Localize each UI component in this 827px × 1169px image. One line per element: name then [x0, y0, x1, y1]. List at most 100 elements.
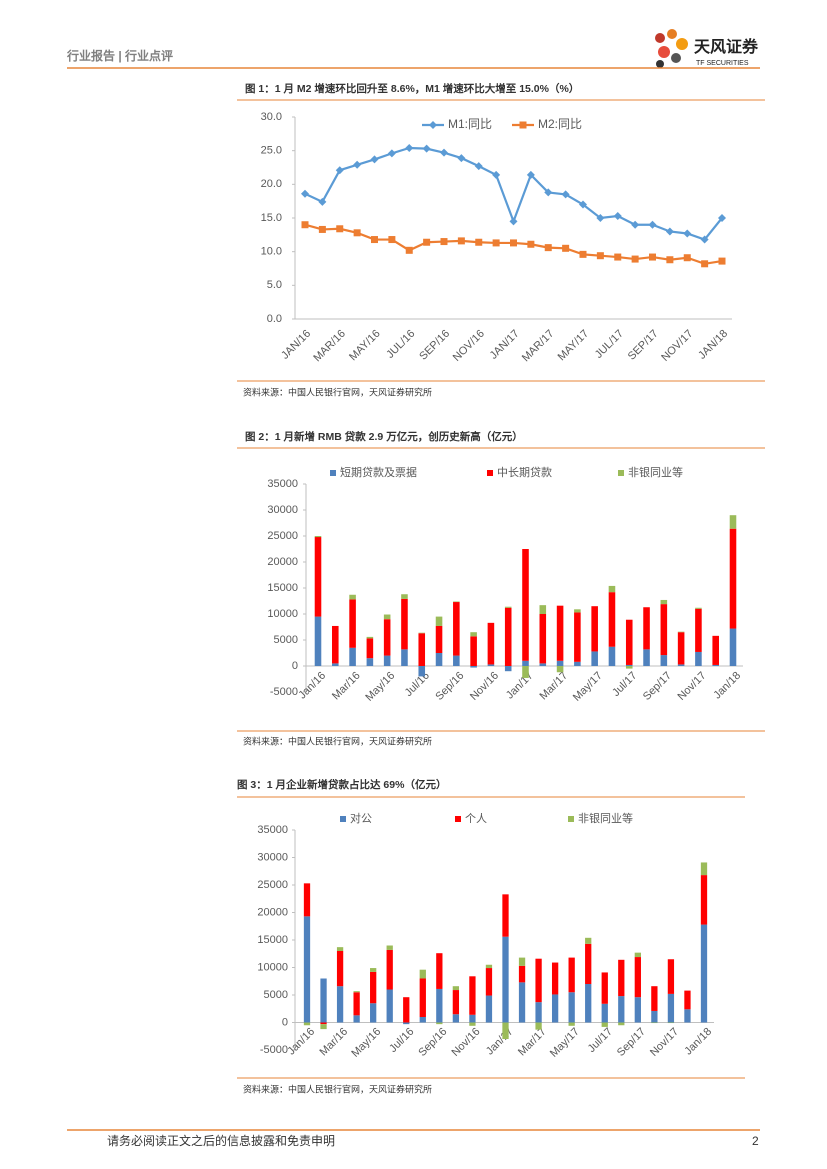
bar — [535, 1002, 542, 1023]
bar — [436, 988, 443, 1023]
bar — [634, 957, 641, 998]
bar — [485, 968, 493, 996]
bar — [366, 636, 374, 639]
bar — [643, 607, 650, 650]
marker — [701, 260, 709, 268]
bar — [370, 1003, 377, 1023]
bar — [585, 937, 592, 944]
bar — [700, 862, 708, 876]
bar — [618, 959, 625, 997]
marker — [457, 154, 466, 163]
bar — [336, 947, 344, 951]
x-tick-label: JAN/17 — [488, 328, 522, 362]
x-tick-label: May/17 — [548, 1026, 582, 1060]
bar — [684, 990, 691, 1010]
logo-sub: TF SECURITIES — [696, 60, 749, 67]
bar — [349, 594, 356, 600]
bar — [700, 924, 708, 1023]
bar — [518, 965, 526, 983]
bar — [401, 598, 408, 650]
y-tick-label: -5000 — [260, 1044, 288, 1056]
marker — [422, 144, 431, 153]
bar — [314, 536, 322, 538]
bar — [667, 1022, 675, 1024]
legend-label: 中长期贷款 — [497, 465, 552, 479]
x-tick-label: JUL/17 — [593, 328, 626, 361]
bar — [574, 612, 581, 662]
bar — [625, 666, 633, 669]
bar — [522, 549, 529, 661]
bar — [401, 649, 408, 666]
bar — [418, 632, 426, 634]
bar — [452, 1014, 460, 1023]
bar — [574, 609, 581, 613]
bar — [551, 994, 559, 1023]
marker — [683, 229, 692, 238]
bar — [469, 1022, 476, 1026]
bar — [303, 883, 311, 917]
legend-label: 对公 — [350, 811, 372, 825]
bar — [568, 992, 575, 1023]
x-tick-label: Mar/17 — [516, 1026, 549, 1059]
bar — [418, 666, 426, 677]
bar — [585, 943, 592, 984]
bar — [522, 660, 529, 666]
x-tick-label: Jan/16 — [296, 670, 328, 702]
marker — [440, 148, 448, 157]
x-tick-label: May/16 — [349, 1026, 383, 1060]
legend-marker — [429, 121, 437, 129]
legend-swatch — [618, 470, 624, 476]
y-tick-label: 5000 — [264, 989, 288, 1001]
bar — [303, 916, 311, 1023]
x-tick-label: Jan/16 — [285, 1026, 317, 1058]
bar — [601, 972, 608, 1004]
x-tick-label: JAN/18 — [696, 328, 730, 362]
bar — [349, 647, 356, 666]
legend-label: 短期贷款及票据 — [340, 465, 417, 479]
marker — [301, 189, 309, 198]
bar — [418, 633, 426, 666]
bar — [386, 945, 393, 950]
bar — [695, 651, 702, 666]
marker — [353, 160, 362, 169]
bar — [453, 601, 460, 603]
marker — [387, 149, 396, 158]
bar — [303, 1022, 311, 1026]
bar — [435, 625, 443, 653]
header-title: 行业报告 | 行业点评 — [66, 48, 173, 63]
bar — [403, 1022, 410, 1025]
legend-label: 非银同业等 — [628, 465, 683, 479]
bar — [651, 986, 658, 1011]
bar — [518, 982, 526, 1023]
bar — [601, 1003, 608, 1023]
x-tick-label: NOV/17 — [659, 328, 695, 364]
marker — [301, 221, 309, 229]
bar — [504, 606, 512, 608]
x-tick-label: SEP/17 — [626, 328, 661, 363]
bar — [336, 986, 344, 1023]
bar — [453, 602, 460, 656]
x-tick-label: Nov/16 — [468, 670, 501, 703]
bar — [403, 997, 410, 1023]
bar — [667, 959, 675, 994]
figure-title: 图 1：1 月 M2 增速环比回升至 8.6%，M1 增速环比大增至 15.0%… — [245, 82, 579, 95]
x-tick-label: Sep/16 — [416, 1026, 449, 1059]
figure-title: 图 2：1 月新增 RMB 贷款 2.9 万亿元，创历史新高（亿元） — [245, 430, 523, 443]
marker — [561, 190, 570, 199]
x-tick-label: MAY/17 — [556, 328, 592, 364]
bar — [601, 1022, 608, 1027]
bar — [504, 666, 512, 672]
bar — [453, 655, 460, 666]
bar — [383, 655, 391, 666]
bar — [436, 953, 443, 989]
marker — [336, 225, 344, 233]
marker — [440, 238, 448, 246]
bar — [651, 1022, 658, 1024]
legend-swatch — [340, 816, 346, 822]
marker — [371, 236, 378, 244]
marker — [405, 143, 414, 152]
bar — [618, 1022, 625, 1026]
marker — [492, 239, 500, 247]
bar — [729, 515, 737, 529]
